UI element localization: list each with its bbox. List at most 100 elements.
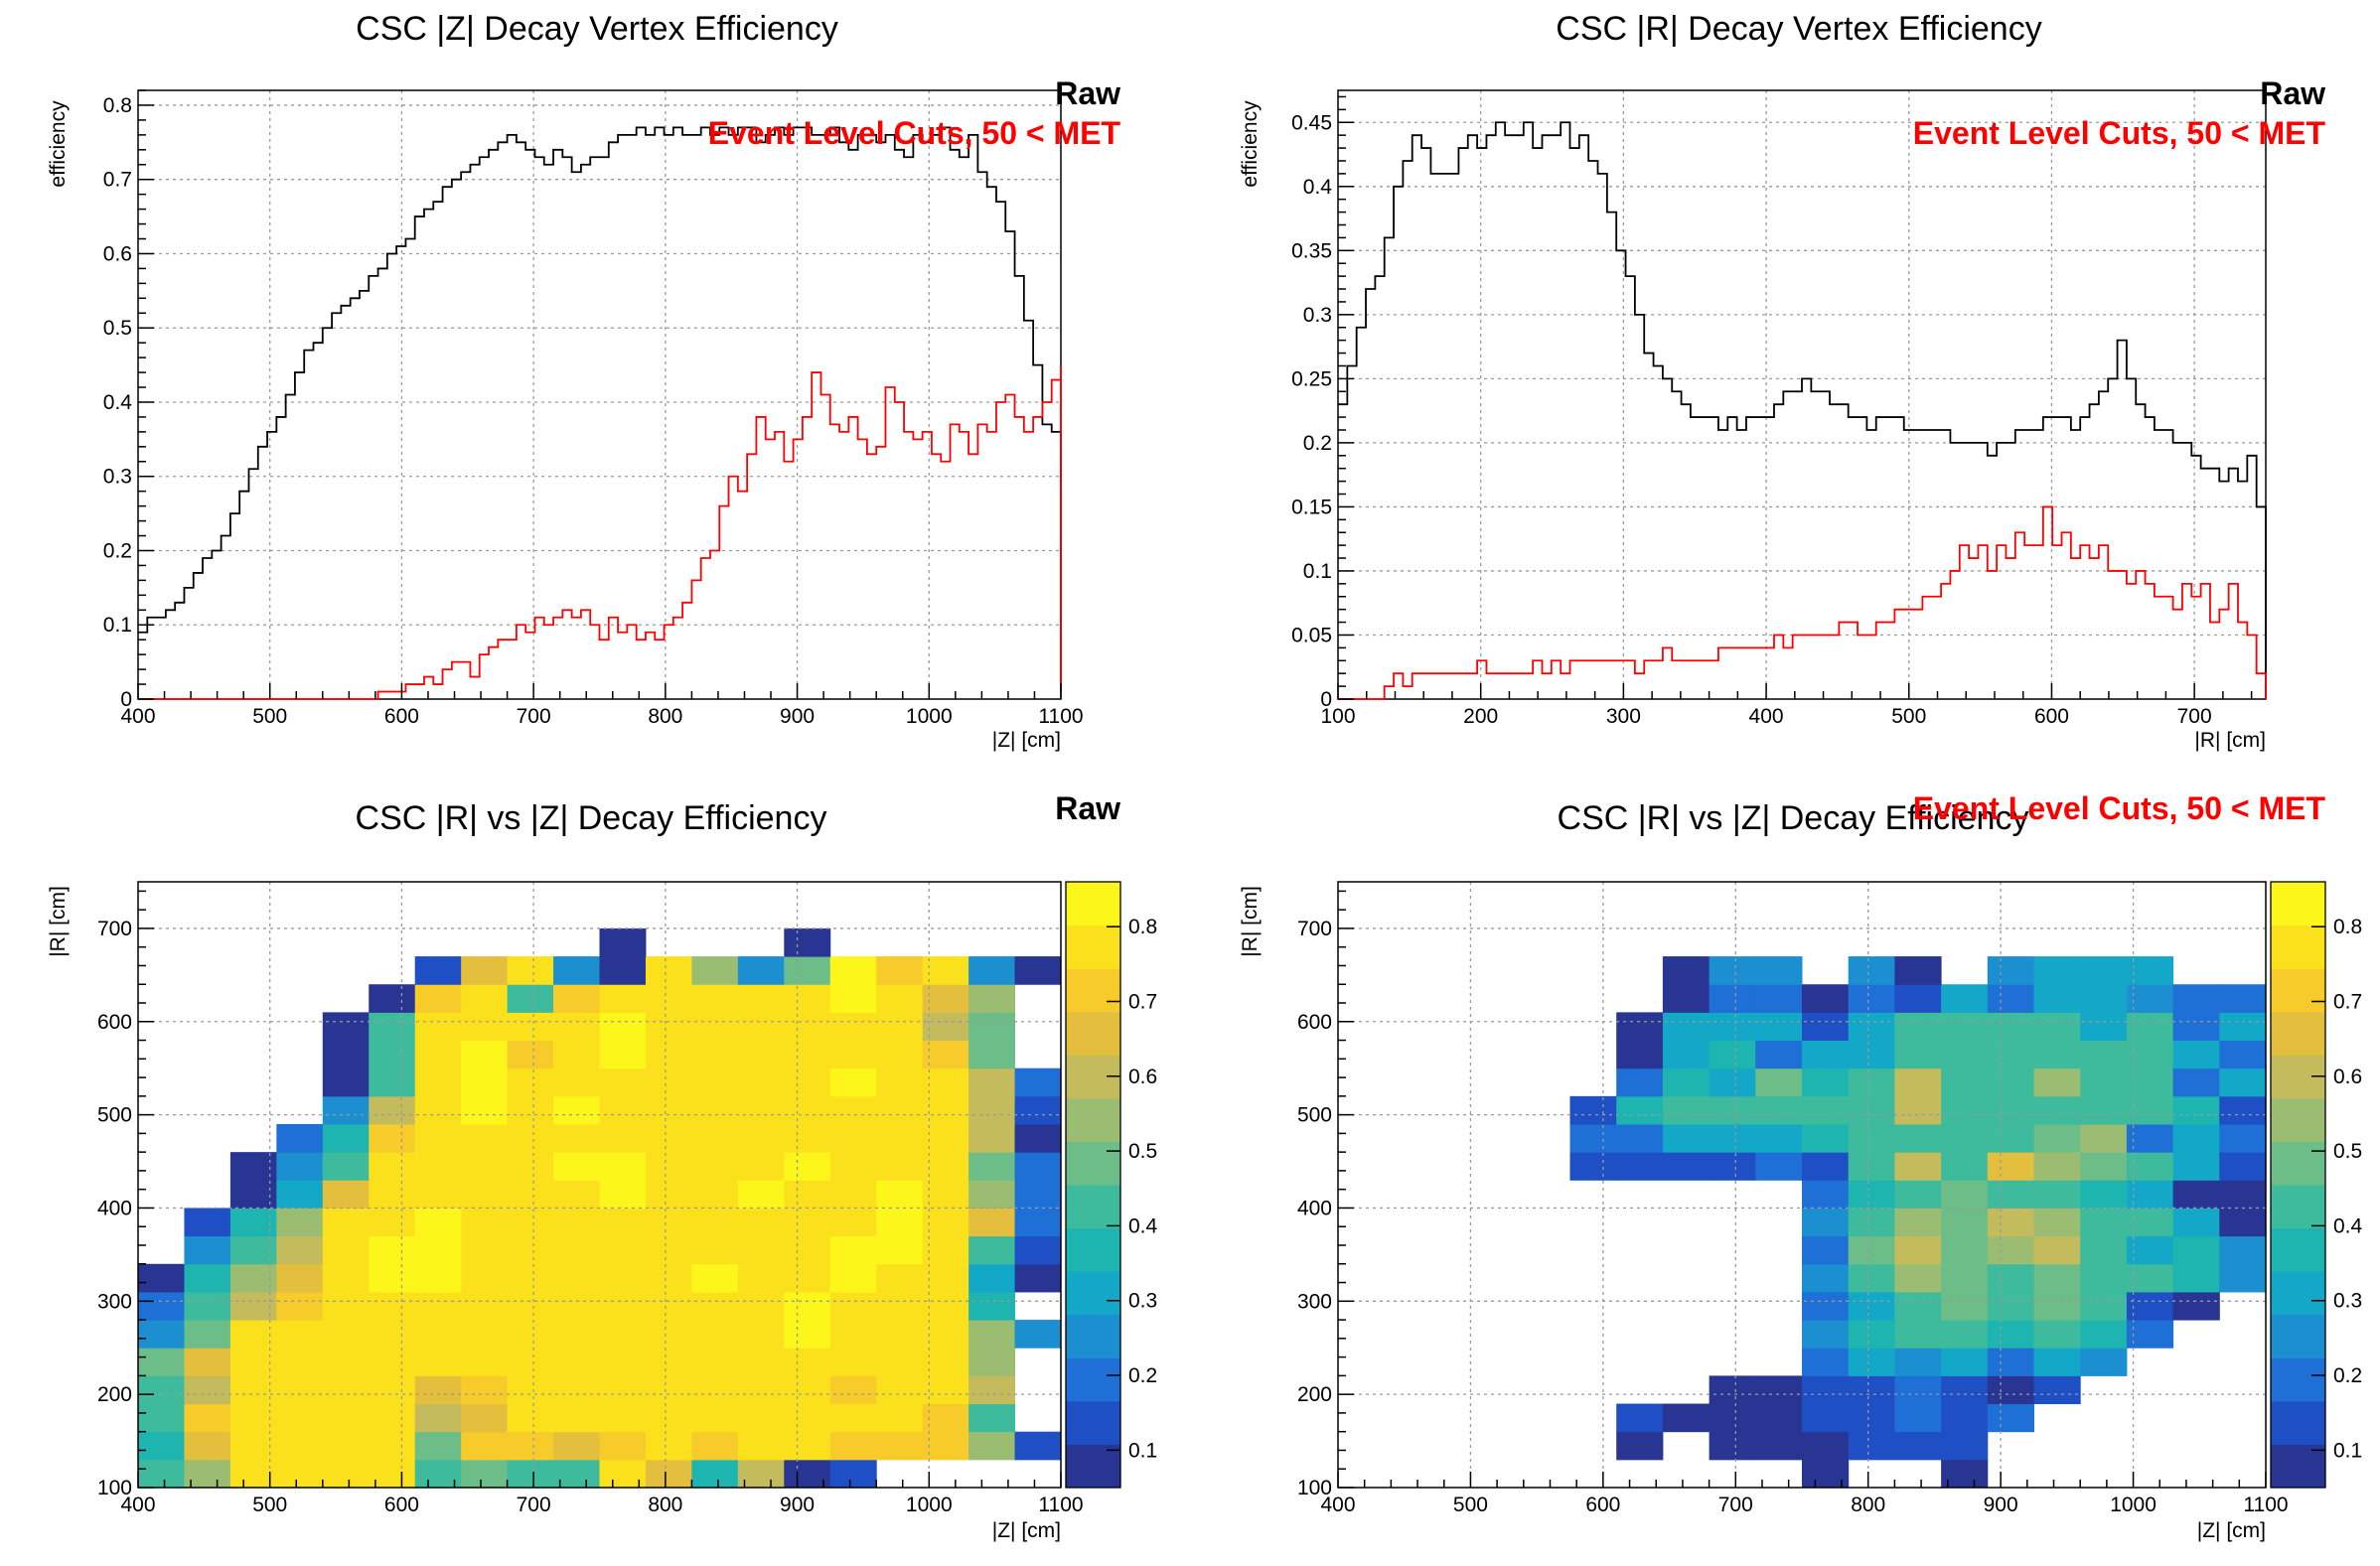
y-tick-label: 200 <box>1297 1383 1332 1406</box>
heatmap-cell <box>645 1459 692 1489</box>
y-tick-label: 0.15 <box>1291 496 1332 518</box>
heatmap-cell <box>1616 1095 1664 1125</box>
heatmap-cell <box>2033 1152 2081 1181</box>
heatmap-cell <box>2126 1012 2174 1042</box>
heatmap-cell <box>414 1320 462 1349</box>
heatmap-cell <box>2126 1235 2174 1265</box>
heatmap-cell <box>737 1208 785 1237</box>
heatmap-cell <box>553 1263 600 1293</box>
heatmap-cell <box>968 984 1016 1013</box>
heatmap-cell <box>553 1235 600 1265</box>
heatmap-cell <box>1894 1152 1942 1181</box>
heatmap-cell <box>138 1320 185 1349</box>
heatmap-cell <box>414 1348 462 1376</box>
x-tick-label: 300 <box>1606 705 1641 728</box>
heatmap-cell <box>322 1012 370 1042</box>
heatmap-cell <box>1755 1095 1803 1125</box>
x-tick-label: 500 <box>252 1494 287 1516</box>
heatmap-cell <box>1987 1375 2034 1405</box>
heatmap-cell <box>829 1348 877 1376</box>
heatmap-cell <box>1662 1124 1711 1153</box>
heatmap-cell <box>184 1431 231 1461</box>
color-bar-tick-label: 0.8 <box>1128 916 1157 938</box>
heatmap-cell <box>691 1263 739 1293</box>
x-tick-label: 100 <box>1320 705 1355 728</box>
heatmap-cell <box>1848 1291 1895 1321</box>
heatmap-cell <box>691 1459 739 1489</box>
heatmap-cell <box>1987 1348 2034 1376</box>
y-axis-title: |R| [cm] <box>1239 886 1262 957</box>
heatmap-cell <box>461 984 509 1013</box>
heatmap-cell <box>2033 956 2081 985</box>
heatmap-cell <box>876 1291 924 1321</box>
chart-title: CSC |R| vs |Z| Decay Efficiency <box>356 799 827 837</box>
heatmap-cell <box>1941 1263 1989 1293</box>
heatmap-cell <box>369 1095 416 1125</box>
color-bar-tick-label: 0.8 <box>2333 916 2362 938</box>
heatmap-cell <box>599 1068 647 1097</box>
heatmap-cell <box>737 1375 785 1405</box>
heatmap-cell <box>461 1012 509 1042</box>
heatmap-cell <box>414 1068 462 1097</box>
heatmap-cell <box>737 956 785 985</box>
heatmap-cell <box>968 1320 1016 1349</box>
heatmap-cell <box>276 1124 324 1153</box>
heatmap-cell <box>229 1375 277 1405</box>
heatmap-cell <box>553 1375 600 1405</box>
heatmap-cell <box>691 1291 739 1321</box>
heatmap-cell <box>1662 1068 1711 1097</box>
grid-lines <box>1338 882 2266 1488</box>
heatmap-cell <box>461 1320 509 1349</box>
heatmap-cell <box>922 1012 969 1042</box>
heatmap-cell <box>599 1235 647 1265</box>
heatmap-cell <box>276 1375 324 1405</box>
heatmap-cell <box>922 1431 969 1461</box>
legend-entry: Event Level Cuts, 50 < MET <box>1913 115 2326 151</box>
heatmap-cell <box>1616 1124 1664 1153</box>
y-tick-label: 0.7 <box>103 169 132 192</box>
heatmap-cell <box>369 1152 416 1181</box>
heatmap-cell <box>507 1180 554 1209</box>
heatmap-cell <box>1941 1124 1989 1153</box>
heatmap-cell <box>414 1012 462 1042</box>
y-tick-label: 500 <box>97 1104 132 1127</box>
heatmap-cell <box>461 1208 509 1237</box>
heatmap-cell <box>507 956 554 985</box>
heatmap-cell <box>876 1431 924 1461</box>
heatmap-cell <box>876 1040 924 1069</box>
heatmap-cell <box>276 1180 324 1209</box>
heatmap-cell <box>599 1263 647 1293</box>
heatmap-cell <box>507 1291 554 1321</box>
heatmap-cell <box>2033 1235 2081 1265</box>
heatmap-cell <box>184 1320 231 1349</box>
heatmap-cell <box>829 1152 877 1181</box>
heatmap-cell <box>876 1403 924 1433</box>
y-tick-label: 0.4 <box>103 391 133 414</box>
heatmap-cell <box>414 1040 462 1069</box>
heatmap-cell <box>414 1375 462 1405</box>
heatmap-cell <box>876 1012 924 1042</box>
heatmap-cell <box>922 1180 969 1209</box>
y-tick-label: 400 <box>97 1197 132 1219</box>
heatmap-cell <box>1802 1095 1850 1125</box>
heatmap-cell <box>1802 984 1850 1013</box>
heatmap-cell <box>2080 1291 2128 1321</box>
y-tick-label: 300 <box>1297 1290 1332 1313</box>
heatmap-cell <box>322 1459 370 1489</box>
heatmap-cell <box>645 1235 692 1265</box>
chart-panel-3: CSC |R| vs |Z| Decay Efficiency 400 500 600… <box>47 790 1158 1542</box>
heatmap-cell <box>461 1095 509 1125</box>
heatmap-cell <box>1802 1403 1850 1433</box>
heatmap-cell <box>784 927 831 957</box>
heatmap-cell <box>2033 1180 2081 1209</box>
x-axis-title: |R| [cm] <box>2194 729 2266 752</box>
heatmap-cell <box>1014 1152 1062 1181</box>
heatmap-cell <box>414 1124 462 1153</box>
heatmap-cell <box>784 1095 831 1125</box>
y-tick-label: 700 <box>1297 918 1332 940</box>
color-bar-segment <box>2271 925 2325 969</box>
x-tick-label: 1000 <box>906 705 953 728</box>
heatmap-cell <box>138 1375 185 1405</box>
heatmap-cell <box>507 1235 554 1265</box>
chart-title: CSC |R| Decay Vertex Efficiency <box>1556 10 2041 48</box>
